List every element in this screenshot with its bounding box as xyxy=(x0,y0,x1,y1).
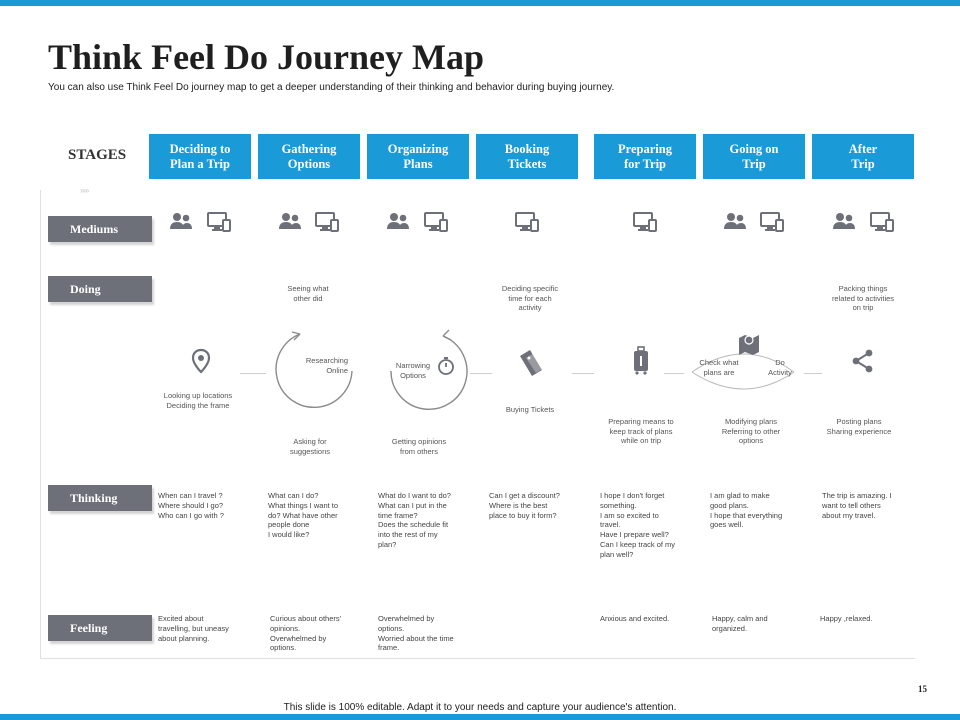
thinking-gathering: What can I do? What things I want to do?… xyxy=(268,491,339,540)
stage-gathering: Gathering Options xyxy=(258,134,360,179)
doing-top-booking: Deciding specific time for each activity xyxy=(501,284,559,312)
doing-bottom-booking: Buying Tickets xyxy=(505,405,555,414)
narrowing-options-label: Narrowing Options xyxy=(395,361,431,380)
page-title: Think Feel Do Journey Map xyxy=(48,37,485,77)
row-label-thinking: Thinking xyxy=(48,485,152,511)
thinking-preparing: I hope I don't forget something. I am so… xyxy=(600,491,676,559)
feeling-after: Happy ,relaxed. xyxy=(820,614,873,623)
cycle-arc-going xyxy=(691,353,795,390)
devices-icon xyxy=(514,209,540,235)
devices-icon xyxy=(759,209,785,235)
devices-icon xyxy=(423,209,449,235)
row-label-mediums: Mediums xyxy=(48,216,152,242)
doing-bottom-after: Posting plans Sharing experience xyxy=(826,417,892,436)
stage-organizing: Organizing Plans xyxy=(367,134,469,179)
stage-booking: Booking Tickets xyxy=(476,134,578,179)
doing-bottom-going: Modifying plans Referring to other optio… xyxy=(721,417,781,445)
row-label-feeling: Feeling xyxy=(48,615,152,641)
journey-frame xyxy=(40,190,915,659)
cycle-arc-narrowing xyxy=(390,329,468,411)
page-subtitle: You can also use Think Feel Do journey m… xyxy=(48,82,615,93)
doing-top-after: Packing things related to activities on … xyxy=(831,284,895,312)
doing-bottom-gathering: Asking for suggestions xyxy=(289,437,331,456)
do-activity-label: Do Activity xyxy=(768,358,792,377)
bottom-accent-bar xyxy=(0,714,960,720)
cycle-arc-researching xyxy=(275,331,353,408)
thinking-after: The trip is amazing. I want to tell othe… xyxy=(822,491,892,520)
stage-preparing: Preparing for Trip xyxy=(594,134,696,179)
connector-line xyxy=(572,373,594,374)
arrow-hint: ››››› xyxy=(80,186,89,195)
location-pin-icon xyxy=(188,348,214,374)
feeling-gathering: Curious about others' opinions. Overwhel… xyxy=(270,614,342,653)
stages-label: STAGES xyxy=(68,147,127,163)
luggage-icon xyxy=(632,346,650,376)
row-label-doing: Doing xyxy=(48,276,152,302)
devices-icon xyxy=(206,209,232,235)
doing-bottom-preparing: Preparing means to keep track of plans w… xyxy=(608,417,674,445)
footer-note: This slide is 100% editable. Adapt it to… xyxy=(283,702,677,713)
people-icon xyxy=(277,209,303,235)
stage-going: Going on Trip xyxy=(703,134,805,179)
top-accent-bar xyxy=(0,0,960,6)
people-icon xyxy=(168,209,194,235)
map-pin-icon xyxy=(738,332,760,356)
thinking-deciding: When can I travel ? Where should I go? W… xyxy=(158,491,224,520)
check-what-plans-label: Check what plans are xyxy=(699,358,739,377)
thinking-booking: Can I get a discount? Where is the best … xyxy=(489,491,560,520)
connector-line xyxy=(240,373,266,374)
feeling-deciding: Excited about travelling, but uneasy abo… xyxy=(158,614,229,643)
feeling-going: Happy, calm and organized. xyxy=(712,614,768,633)
people-icon xyxy=(722,209,748,235)
stopwatch-icon xyxy=(436,356,456,376)
researching-online-label: Researching Online xyxy=(305,356,348,375)
stage-deciding: Deciding to Plan a Trip xyxy=(149,134,251,179)
page-number: 15 xyxy=(918,684,927,694)
doing-bottom-deciding: Looking up locations Deciding the frame xyxy=(163,391,233,410)
share-icon xyxy=(850,348,876,374)
devices-icon xyxy=(869,209,895,235)
feeling-organizing: Overwhelmed by options. Worried about th… xyxy=(378,614,454,653)
feeling-preparing: Anxious and excited. xyxy=(600,614,670,623)
devices-icon xyxy=(314,209,340,235)
connector-line xyxy=(664,373,684,374)
doing-bottom-organizing: Getting opinions from others xyxy=(391,437,447,456)
tickets-icon xyxy=(514,346,548,380)
people-icon xyxy=(385,209,411,235)
connector-line xyxy=(804,373,822,374)
connector-line xyxy=(470,373,492,374)
doing-top-gathering: Seeing what other did xyxy=(287,284,329,303)
thinking-going: I am glad to make good plans. I hope tha… xyxy=(710,491,783,530)
devices-icon xyxy=(632,209,658,235)
thinking-organizing: What do I want to do? What can I put in … xyxy=(378,491,451,549)
people-icon xyxy=(831,209,857,235)
stage-after: After Trip xyxy=(812,134,914,179)
